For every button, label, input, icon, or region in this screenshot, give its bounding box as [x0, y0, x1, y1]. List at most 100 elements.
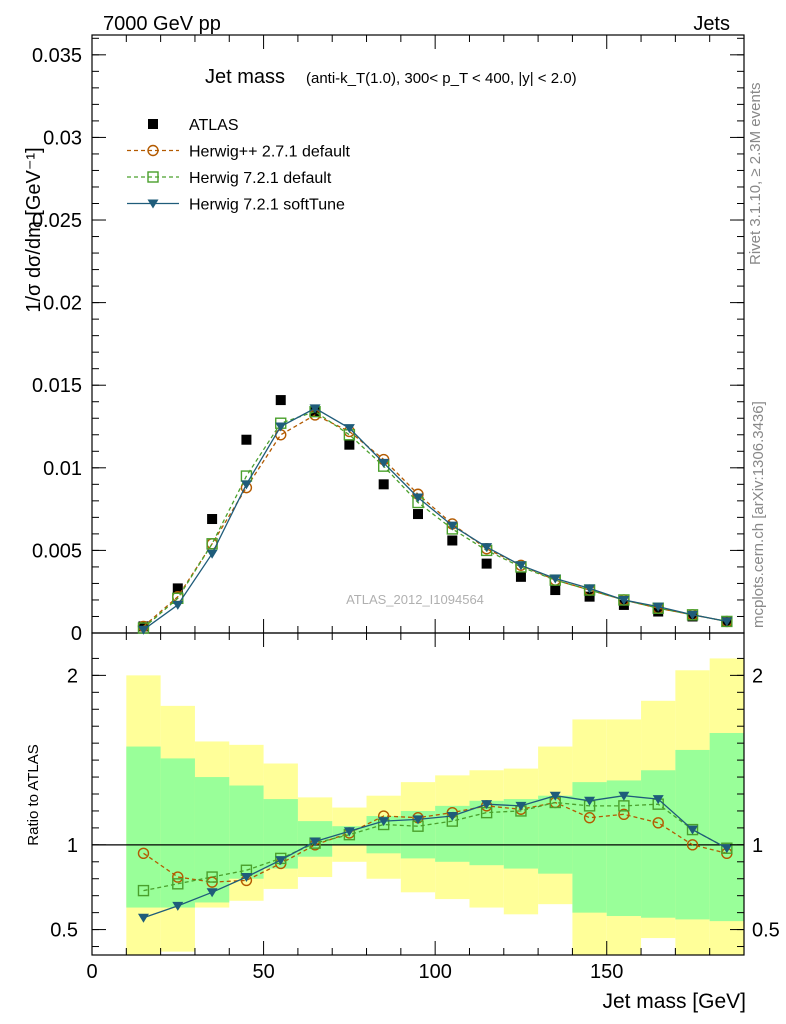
legend-label-2: Herwig 7.2.1 default — [189, 170, 332, 187]
main-series-point-0 — [550, 585, 561, 596]
main-series-point-0 — [275, 395, 286, 406]
ratio-series-point-2 — [137, 913, 149, 923]
legend-marker-3 — [147, 199, 159, 209]
ratio-series-point-0 — [583, 812, 596, 824]
ratio-band-1sigma — [229, 785, 264, 879]
main-series-point-3 — [240, 480, 252, 490]
ratio-y-tick-label-right: 0.5 — [752, 920, 780, 942]
legend-label-3: Herwig 7.2.1 softTune — [189, 197, 345, 214]
main-series-point-3 — [584, 584, 596, 594]
legend-label-0: ATLAS — [189, 117, 239, 134]
ratio-series-point-2 — [584, 796, 596, 806]
legend: ATLAS Herwig++ 2.7.1 default Herwig 7.2.1 … — [127, 117, 351, 214]
ratio-series-point-2 — [378, 817, 390, 827]
main-series-point-0 — [378, 479, 389, 490]
main-series-point-3 — [172, 600, 184, 610]
watermark: ATLAS_2012_I1094564 — [346, 592, 484, 607]
ratio-series-point-2 — [240, 873, 252, 883]
ratio-series-point-2 — [618, 791, 630, 801]
ratio-y-label: Ratio to ATLAS — [25, 744, 42, 845]
ratio-band-1sigma — [126, 746, 161, 908]
x-axis-label: Jet mass [GeV] — [602, 990, 746, 1013]
main-series-point-3 — [206, 549, 218, 559]
ratio-series-point-2 — [412, 815, 424, 825]
ratio-series-point-2 — [446, 812, 458, 822]
ratio-series-point-1 — [172, 878, 184, 890]
main-series-point-3 — [378, 458, 390, 468]
ratio-y-tick-label: 2 — [67, 665, 78, 687]
ratio-band-1sigma — [194, 777, 230, 903]
ratio-series-point-2 — [687, 825, 699, 835]
ratio-error-bands — [126, 658, 744, 955]
main-y-tick-label: 0.015 — [32, 375, 82, 397]
main-series-point-3 — [275, 422, 287, 432]
main-series-point-0 — [172, 583, 183, 594]
main-y-tick-label: 0.03 — [43, 127, 82, 149]
ratio-band-1sigma — [641, 770, 676, 918]
main-series-point-0 — [207, 514, 218, 525]
ratio-series-point-2 — [172, 901, 184, 911]
plot-title-main: Jet mass — [205, 66, 285, 88]
main-y-tick-label: 0.035 — [32, 45, 82, 67]
main-series-point-3 — [687, 610, 699, 620]
header-left: 7000 GeV pp — [103, 13, 221, 35]
main-y-label: 1/σ dσ/dm [GeV⁻¹] — [23, 147, 45, 312]
main-y-tick-label: 0.01 — [43, 458, 82, 480]
mcplots-label: mcplots.cern.ch [arXiv:1306.3436] — [750, 401, 767, 628]
legend-marker-1 — [147, 144, 159, 157]
axes-layer: 0 0.005 0.01 0.015 0.02 0.025 0.03 0.035 0.5 0.5 1… — [32, 35, 780, 983]
ratio-series-line-0 — [143, 801, 727, 883]
legend-label-1: Herwig++ 2.7.1 default — [189, 144, 351, 161]
main-y-tick-label: 0 — [71, 623, 82, 645]
legend-marker-0 — [148, 119, 158, 129]
main-series-point-3 — [446, 521, 458, 531]
rivet-label: Rivet 3.1.10, ≥ 2.3M events — [747, 83, 764, 266]
ratio-series-point-1 — [206, 871, 218, 883]
main-y-tick-label: 0.02 — [43, 293, 82, 315]
ratio-band-1sigma — [709, 732, 744, 922]
ratio-series-point-2 — [481, 800, 493, 810]
ratio-series-point-0 — [686, 839, 699, 851]
main-series-point-0 — [447, 535, 458, 546]
main-series-point-3 — [549, 574, 561, 584]
main-series-point-3 — [412, 493, 424, 503]
main-y-tick-label: 0.005 — [32, 540, 82, 562]
x-tick-label: 150 — [590, 961, 623, 983]
plot-title: Jet mass — [205, 66, 285, 88]
ratio-series-point-0 — [618, 808, 630, 821]
ratio-band-1sigma — [606, 780, 642, 917]
main-series-point-0 — [515, 571, 526, 582]
ratio-band-1sigma — [160, 758, 195, 908]
ratio-series-point-2 — [206, 888, 218, 898]
ratio-series-point-1 — [137, 884, 150, 897]
ratio-series-point-2 — [309, 837, 321, 847]
legend-marker-2 — [147, 171, 159, 183]
main-series-point-3 — [618, 595, 630, 605]
main-series-point-0 — [481, 558, 492, 569]
main-series-point-3 — [137, 625, 149, 635]
ratio-y-tick-label-right: 2 — [752, 665, 763, 687]
ratio-y-tick-label: 1 — [67, 835, 78, 857]
main-series-point-0 — [584, 591, 595, 602]
ratio-series-point-0 — [137, 847, 150, 860]
ratio-series-layer — [137, 791, 733, 923]
main-y-tick-label: 0.025 — [32, 210, 82, 232]
ratio-series-line-1 — [143, 801, 728, 892]
main-series-point-3 — [515, 561, 527, 571]
main-series-point-3 — [721, 617, 733, 627]
main-series-point-0 — [344, 439, 355, 450]
ratio-y-tick-label-right: 1 — [752, 835, 763, 857]
ratio-band-1sigma — [538, 795, 573, 874]
ratio-series-point-2 — [275, 856, 287, 866]
main-series-point-3 — [343, 424, 355, 434]
ratio-y-tick-label: 0.5 — [50, 920, 78, 942]
main-series-point-3 — [481, 543, 493, 553]
main-series-line-3 — [143, 407, 727, 631]
ratio-series-point-2 — [515, 801, 527, 811]
ratio-series-point-1 — [618, 800, 630, 812]
header-right: Jets — [693, 13, 730, 35]
main-series-point-3 — [309, 404, 321, 414]
ratio-series-point-2 — [652, 795, 664, 805]
x-tick-label: 100 — [418, 961, 451, 983]
